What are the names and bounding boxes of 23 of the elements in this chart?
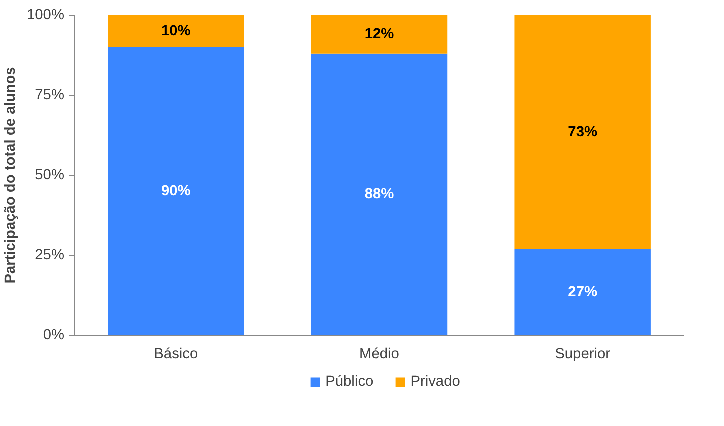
data-label: 88%: [364, 186, 394, 203]
bar: [311, 16, 448, 54]
data-label: 27%: [568, 284, 598, 300]
bar: [108, 16, 244, 48]
y-tick-label: 50%: [35, 168, 65, 184]
bar: [108, 48, 244, 336]
bar: [514, 16, 651, 250]
y-tick-label: 100%: [27, 8, 65, 24]
y-tick-label: 0%: [43, 328, 65, 344]
legend-label: Privado: [410, 374, 460, 390]
data-label: 12%: [364, 26, 394, 43]
data-label: 10%: [162, 24, 191, 40]
x-tick-label: Médio: [360, 346, 400, 362]
data-label: 73%: [568, 124, 598, 140]
y-tick-label: 25%: [35, 248, 65, 264]
legend-label: Público: [326, 374, 374, 390]
x-tick-label: Superior: [555, 346, 611, 362]
data-label: 90%: [162, 184, 191, 200]
bar: [514, 249, 651, 336]
y-axis-title: Participação do total de alunos: [3, 67, 20, 284]
y-tick-label: 75%: [35, 88, 65, 104]
bar: [311, 54, 448, 336]
x-tick-label: Básico: [154, 346, 198, 362]
